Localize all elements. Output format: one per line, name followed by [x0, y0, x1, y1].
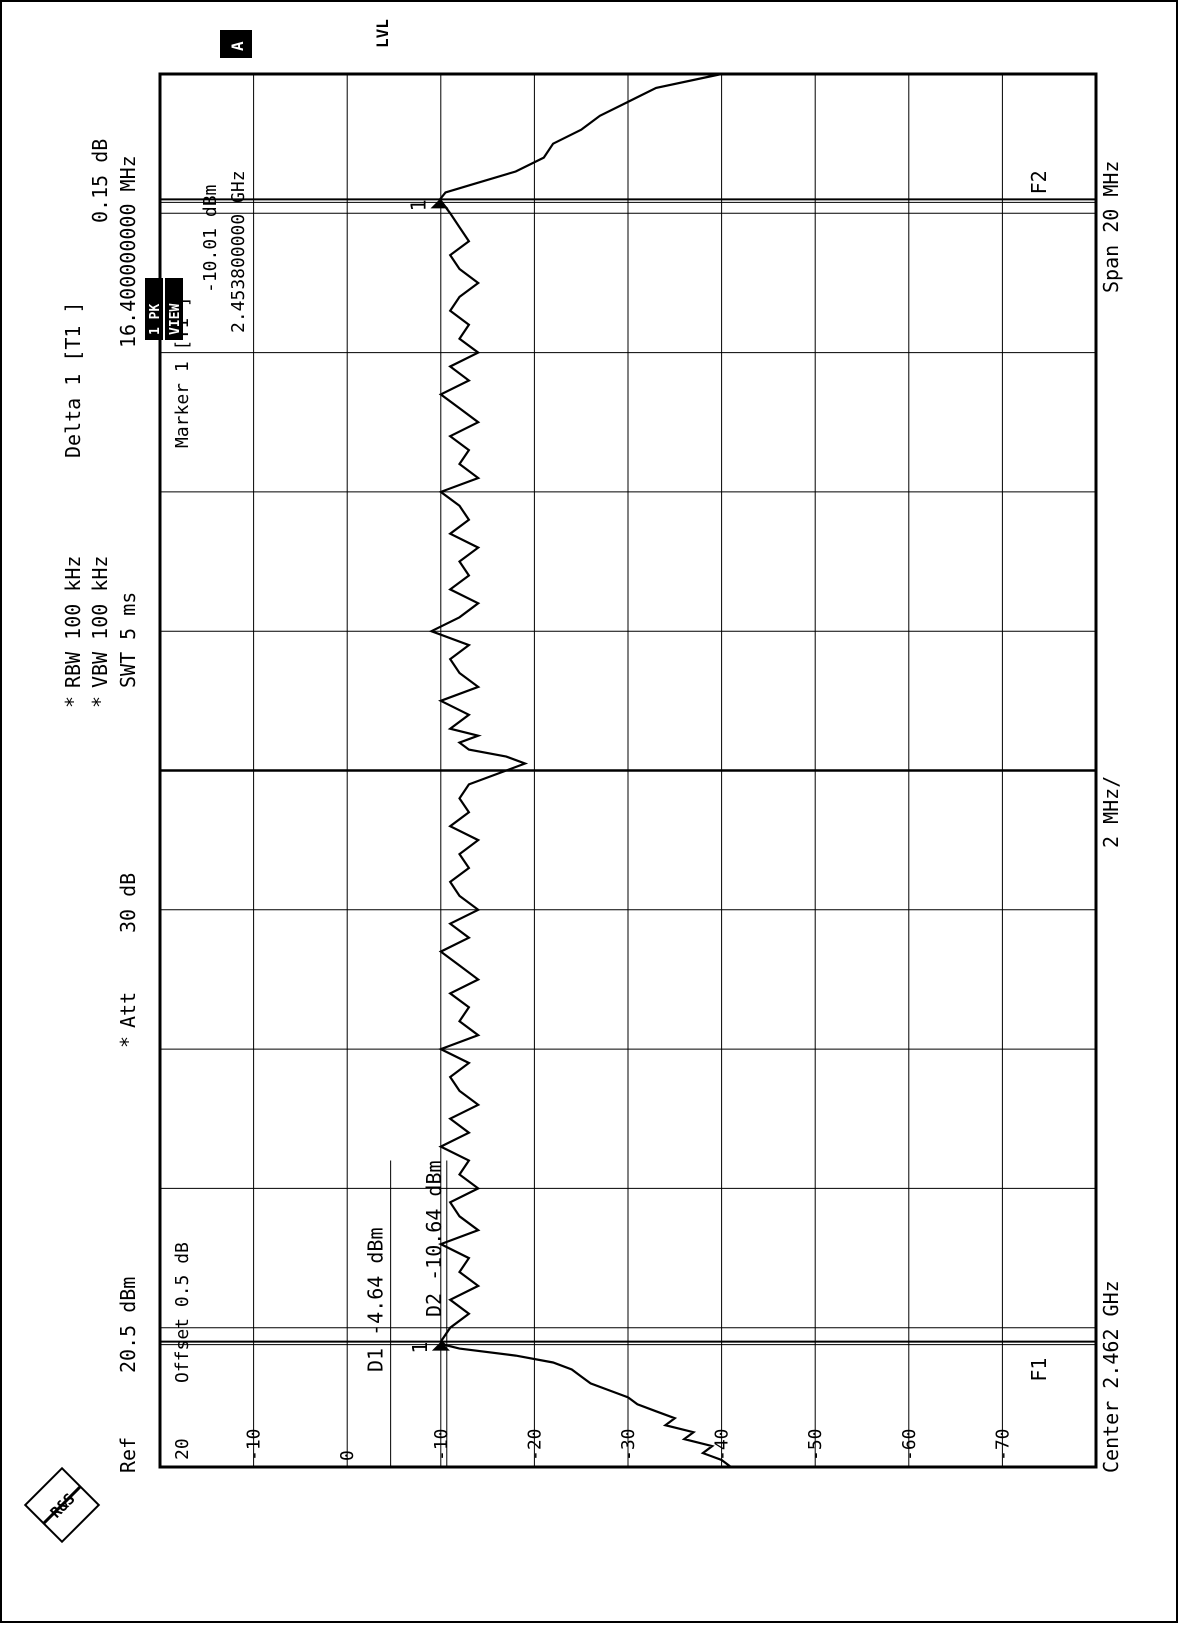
vbw-star: *: [88, 696, 112, 708]
y-tick-label: -30: [618, 1428, 639, 1461]
y-tick-label: -10: [431, 1428, 452, 1461]
att-label: Att: [116, 992, 140, 1028]
y-tick-labels: -10 0 -10 -20 -30 -40 -50 -60 -70: [244, 1428, 1014, 1461]
trace-badge-bottom: [165, 278, 183, 340]
markers: 11: [406, 199, 450, 1354]
top-tick-label: 20: [172, 1438, 193, 1460]
delta-title: Delta 1 [T1 ]: [61, 301, 85, 458]
marker-box-value: -10.01 dBm: [200, 185, 221, 293]
delta-freq: 16.400000000 MHz: [116, 155, 140, 348]
span-label: Span 20 MHz: [1099, 161, 1123, 293]
trace-badge-top: [145, 278, 163, 340]
badge-lvl: LVL: [373, 19, 392, 48]
badge-a: A: [228, 41, 247, 51]
div-label: 2 MHz/: [1099, 776, 1123, 848]
y-tick-label: -20: [524, 1428, 545, 1461]
y-tick-label: 0: [337, 1450, 358, 1461]
trace-badge-bottom-text: VIEW: [168, 304, 183, 335]
trace-line: [428, 72, 732, 1468]
marker-triangle: [430, 199, 449, 209]
ref-value: 20.5 dBm: [116, 1277, 140, 1373]
trace-badge-top-text: 1 PK: [148, 304, 163, 335]
rs-logo: R&S: [23, 1466, 101, 1544]
badge-a-box: [220, 30, 252, 58]
marker-box-freq: 2.453800000 GHz: [228, 170, 249, 333]
trace-badges: 1 PK VIEW: [145, 278, 183, 340]
rbw-label: RBW 100 kHz: [61, 556, 85, 688]
marker-label: 1: [406, 199, 430, 211]
offset-label: Offset 0.5 dB: [172, 1242, 193, 1383]
f1-label: F1: [1027, 1358, 1051, 1382]
att-star: *: [116, 1036, 140, 1048]
ref-label: Ref: [116, 1437, 140, 1473]
rs-logo-stroke: [42, 1485, 82, 1525]
rotated-printout: -10 0 -10 -20 -30 -40 -50 -60 -70 D1 -4.64 dBm D2…: [61, 19, 1123, 1473]
reference-lines: D1 -4.64 dBm D2 -10.64 dBm F1 F2: [160, 170, 1096, 1467]
vbw-label: VBW 100 kHz: [88, 556, 112, 688]
y-tick-label: -40: [712, 1428, 733, 1461]
y-tick-label: -10: [244, 1428, 265, 1461]
grid: [160, 74, 1096, 1467]
y-tick-label: -70: [992, 1428, 1013, 1461]
f2-label: F2: [1027, 170, 1051, 194]
d2-label: D2 -10.64 dBm: [422, 1160, 446, 1317]
center-label: Center 2.462 GHz: [1099, 1280, 1123, 1473]
y-tick-label: -60: [899, 1428, 920, 1461]
d1-label: D1 -4.64 dBm: [364, 1228, 388, 1373]
rbw-star: *: [61, 696, 85, 708]
y-tick-label: -50: [805, 1428, 826, 1461]
marker-triangle: [431, 1341, 450, 1351]
att-value: 30 dB: [116, 873, 140, 933]
swt-label: SWT 5 ms: [116, 592, 140, 688]
marker-label: 1: [408, 1342, 432, 1354]
delta-value: 0.15 dB: [88, 139, 112, 223]
